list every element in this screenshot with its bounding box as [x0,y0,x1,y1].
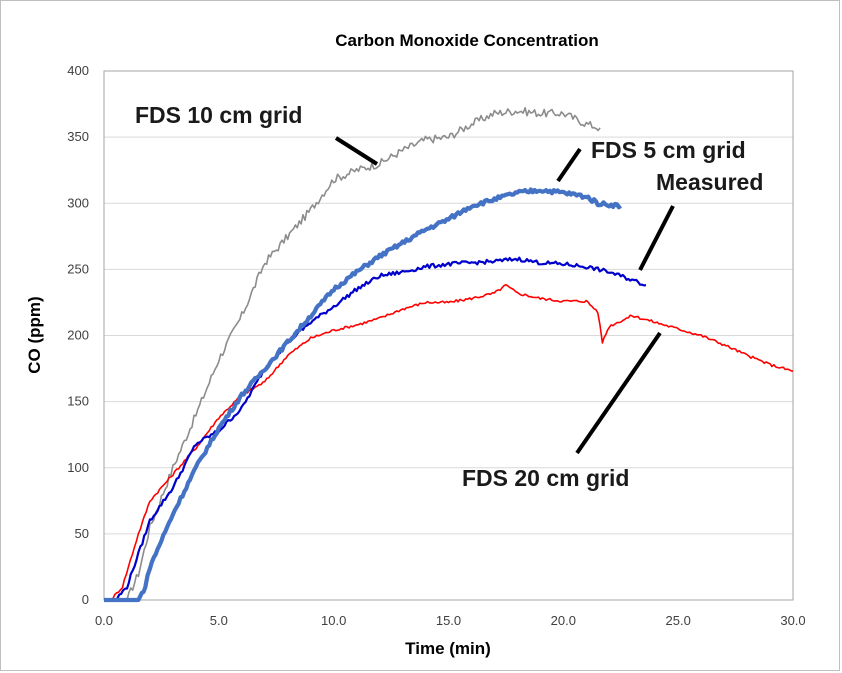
annotation-measured: Measured [656,169,763,195]
x-tick-label: 20.0 [551,613,576,628]
y-tick-label: 300 [67,195,89,210]
y-tick-label: 400 [67,63,89,78]
y-tick-label: 200 [67,328,89,343]
gridlines [104,136,793,535]
y-tick-label: 100 [67,460,89,475]
series-line-measured [104,256,647,602]
x-tick-label: 25.0 [666,613,691,628]
axes [103,70,794,601]
x-tick-label: 30.0 [780,613,805,628]
series-line-fds-5-cm-grid [103,187,623,603]
y-tick-label: 350 [67,129,89,144]
annotation-leader-line [575,331,662,455]
y-tick-label: 50 [75,526,89,541]
x-tick-label: 15.0 [436,613,461,628]
x-tick-label: 5.0 [210,613,228,628]
y-tick-label: 0 [82,592,89,607]
annotation-fds-20cm: FDS 20 cm grid [462,465,629,491]
y-tick-labels: 0 50 100 150 200 250 300 350 400 [67,63,89,607]
annotation-leader-line [334,136,379,166]
series-lines [103,107,794,603]
annotation-leader-line [638,205,675,271]
x-tick-label: 10.0 [321,613,346,628]
plot-area-border [103,70,794,601]
y-tick-label: 250 [67,261,89,276]
x-axis-title: Time (min) [405,639,491,658]
annotation-leaders [334,136,675,455]
chart-title: Carbon Monoxide Concentration [335,31,599,50]
y-tick-label: 150 [67,394,89,409]
x-tick-label: 0.0 [95,613,113,628]
annotation-fds-5cm: FDS 5 cm grid [591,137,746,163]
y-axis-title: CO (ppm) [25,296,44,373]
series-line-fds-20-cm-grid [104,283,794,601]
annotation-fds-10cm: FDS 10 cm grid [135,102,302,128]
annotation-leader-line [556,147,582,183]
series-line-fds-10-cm-grid [104,107,601,601]
x-tick-labels: 0.0 5.0 10.0 15.0 20.0 25.0 30.0 [95,613,806,628]
